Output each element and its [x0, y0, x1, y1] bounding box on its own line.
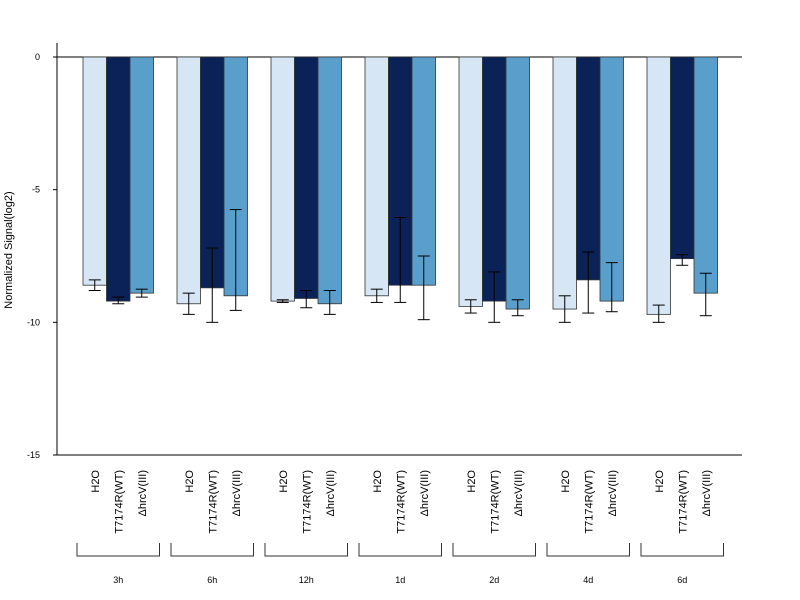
group-bracket [546, 543, 630, 557]
bar [693, 56, 718, 294]
y-tick-label: -10 [27, 317, 40, 327]
group-label: 1d [395, 575, 405, 585]
bar [670, 56, 695, 260]
bar [552, 56, 577, 310]
x-tick-label: ΔhrcV(III) [137, 470, 149, 516]
x-tick-label: T7174R(WT) [489, 470, 501, 534]
group-label: 12h [299, 575, 314, 585]
group-bracket [452, 543, 536, 557]
x-tick-label: H2O [560, 470, 572, 493]
x-tick-label: T7174R(WT) [677, 470, 689, 534]
bar [364, 56, 389, 297]
y-tick-label: -5 [32, 185, 40, 195]
bars-layer [82, 56, 718, 315]
bar [458, 56, 483, 307]
x-tick-label: H2O [372, 470, 384, 493]
bar [646, 56, 671, 315]
y-tick-label: 0 [35, 52, 40, 62]
x-tick-label: T7174R(WT) [301, 470, 313, 534]
x-tick-label: ΔhrcV(III) [513, 470, 525, 516]
group-label: 4d [583, 575, 593, 585]
bar [129, 56, 154, 294]
x-tick-label: ΔhrcV(III) [701, 470, 713, 516]
x-tick-label: ΔhrcV(III) [419, 470, 431, 516]
bar [270, 56, 295, 302]
group-labels: 3h 6h 12h 1d 2d 4d 6d [76, 543, 724, 585]
group-label: 2d [489, 575, 499, 585]
x-tick-label: H2O [654, 470, 666, 493]
x-tick-label: T7174R(WT) [395, 470, 407, 534]
x-tick-labels: H2O T7174R(WT) ΔhrcV(III) H2O T7174R(WT) Δhrc… [90, 470, 713, 534]
y-tick-label: -15 [27, 450, 40, 460]
group-bracket [76, 543, 160, 557]
bar [482, 56, 507, 302]
bar [294, 56, 319, 299]
x-tick-label: ΔhrcV(III) [231, 470, 243, 516]
group-bracket [358, 543, 442, 557]
bar [576, 56, 601, 281]
y-axis-label: Normalized Signal(log2) [3, 191, 15, 308]
bar [411, 56, 436, 286]
x-tick-label: T7174R(WT) [583, 470, 595, 534]
x-tick-label: ΔhrcV(III) [325, 470, 337, 516]
group-bracket [170, 543, 254, 557]
group-bracket [264, 543, 348, 557]
bar [505, 56, 530, 310]
x-tick-label: ΔhrcV(III) [607, 470, 619, 516]
bar [106, 56, 131, 302]
x-tick-label: T7174R(WT) [113, 470, 125, 534]
error-bars-layer [88, 209, 712, 323]
group-label: 3h [113, 575, 123, 585]
bar [82, 56, 107, 286]
x-tick-label: H2O [90, 470, 102, 493]
x-tick-label: H2O [466, 470, 478, 493]
group-label: 6h [207, 575, 217, 585]
group-label: 6d [677, 575, 687, 585]
x-tick-label: H2O [278, 470, 290, 493]
bar [176, 56, 201, 305]
x-tick-label: H2O [184, 470, 196, 493]
group-bracket [640, 543, 724, 557]
x-tick-label: T7174R(WT) [207, 470, 219, 534]
bar [317, 56, 342, 305]
